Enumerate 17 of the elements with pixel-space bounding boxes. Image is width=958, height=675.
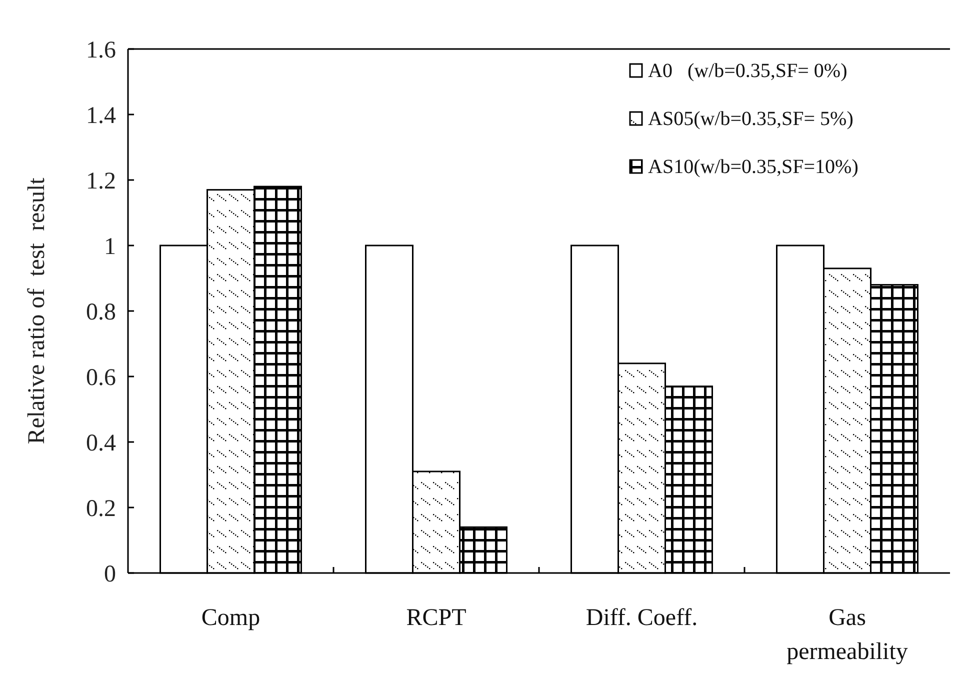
y-tick-label: 0.8 — [86, 299, 116, 326]
legend-label: A0 (w/b=0.35,SF= 0%) — [648, 60, 848, 82]
y-tick-label: 0.6 — [86, 364, 116, 391]
y-tick-label: 1 — [104, 234, 116, 260]
y-axis-title: Relative ratio of test result — [24, 177, 50, 444]
y-tick-label: 1.4 — [86, 102, 116, 129]
y-tick-label: 0.2 — [86, 496, 116, 522]
y-tick-label: 1.6 — [86, 37, 116, 64]
x-tick-label: Gas permeability — [786, 605, 908, 665]
y-tick-label: 1.2 — [86, 168, 116, 194]
x-tick-label: Diff. Coeff. — [586, 605, 698, 631]
y-tick-label: 0.4 — [86, 430, 116, 456]
legend-label: AS10(w/b=0.35,SF=10%) — [648, 156, 858, 178]
x-tick-label: Comp — [201, 605, 260, 631]
legend-label: AS05(w/b=0.35,SF= 5%) — [648, 108, 854, 130]
x-tick-label: RCPT — [406, 605, 467, 631]
y-tick-label: 0 — [104, 561, 116, 588]
